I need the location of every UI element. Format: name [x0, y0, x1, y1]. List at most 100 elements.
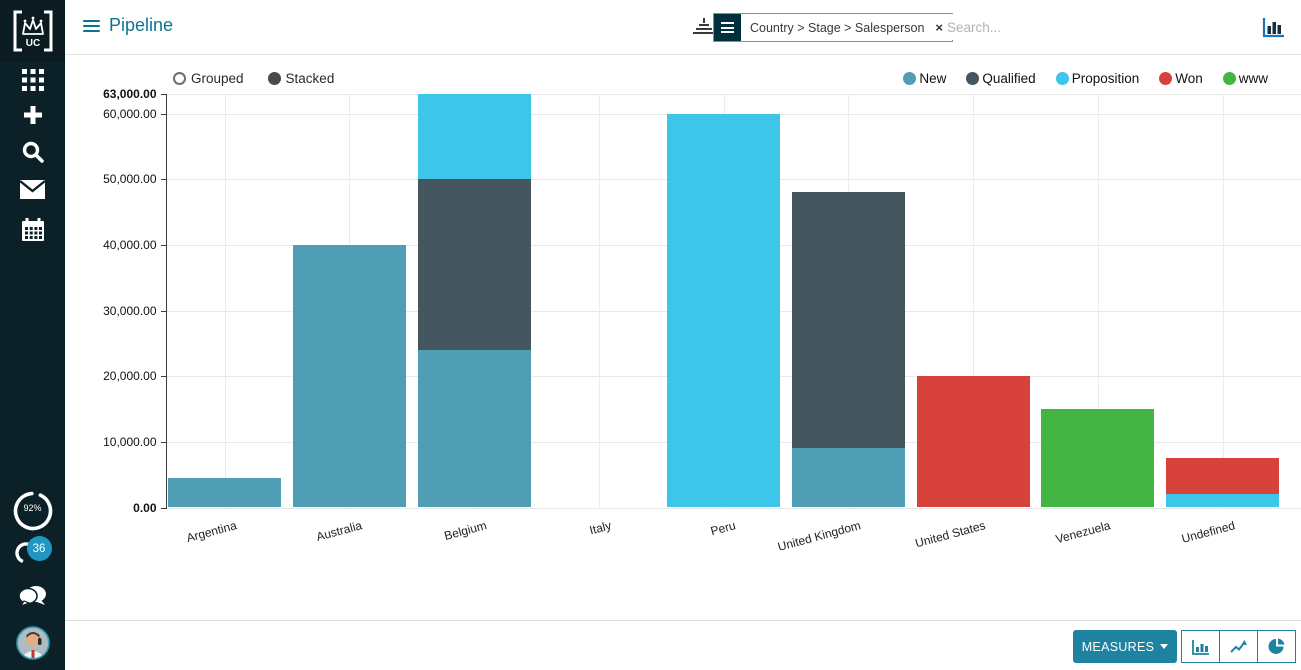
bar-segment[interactable] [1041, 409, 1155, 508]
page-title: Pipeline [109, 15, 174, 35]
legend-item[interactable]: www [1222, 71, 1268, 86]
menu-toggle-icon[interactable] [83, 20, 100, 33]
company-logo[interactable]: UC [0, 0, 65, 62]
legend-label: Won [1175, 71, 1203, 86]
app-sidebar: UC 92% [0, 0, 65, 670]
add-plus-icon[interactable] [0, 104, 65, 126]
group-by-icon[interactable] [693, 18, 715, 36]
bar-segment[interactable] [791, 448, 905, 508]
user-avatar[interactable] [0, 626, 65, 660]
x-axis-label: Italy [587, 517, 613, 537]
top-navbar: Pipeline Country > Stage > Salesperson × [65, 0, 1301, 55]
grid-line [166, 94, 1301, 95]
grid-line [1222, 94, 1224, 508]
measures-button[interactable]: MEASURES [1073, 630, 1177, 663]
chart-mode-controls: Grouped Stacked [173, 71, 334, 86]
x-axis-label: Argentina [185, 517, 239, 545]
facet-label: Country > Stage > Salesperson [750, 20, 925, 35]
legend-item[interactable]: Proposition [1055, 71, 1140, 86]
progress-value: 92% [23, 503, 42, 513]
grid-line [1097, 94, 1099, 508]
legend-label: New [919, 71, 947, 86]
y-axis-tick [160, 310, 167, 312]
y-axis-tick-label: 60,000.00 [103, 106, 157, 121]
x-axis-label: Australia [314, 517, 364, 544]
x-axis-label: Venezuela [1053, 517, 1112, 546]
grid-line [166, 507, 1301, 509]
search-icon[interactable] [0, 140, 65, 164]
notification-count-badge: 36 [26, 536, 52, 561]
caret-down-icon [1160, 644, 1169, 649]
y-axis-tick [160, 441, 167, 443]
y-axis-tick [160, 376, 167, 378]
grid-line [973, 94, 974, 508]
bar-segment[interactable] [1166, 494, 1279, 508]
legend-label: www [1238, 71, 1268, 86]
x-axis-label: Undefined [1179, 517, 1237, 546]
y-axis-tick-label: 50,000.00 [103, 172, 157, 187]
y-axis-tick-label: 30,000.00 [103, 303, 157, 318]
y-axis-tick-label: 0.00 [133, 500, 157, 515]
activity-badge[interactable]: 36 [0, 536, 65, 568]
progress-ring[interactable]: 92% [0, 490, 65, 532]
bar-chart-button[interactable] [1181, 630, 1220, 663]
y-axis-tick [160, 113, 167, 115]
y-axis-tick-label: 10,000.00 [103, 434, 157, 449]
x-axis-label: Belgium [442, 517, 488, 543]
search-facet[interactable]: Country > Stage > Salesperson × [713, 13, 954, 42]
plot-area: 0.00 10,000.00 20,000.00 30,000.00 40,000.00… [65, 56, 1301, 620]
calendar-icon[interactable] [0, 218, 65, 242]
bar-segment[interactable] [417, 179, 531, 350]
chart-legend: New Qualified Proposition Won www [903, 71, 1268, 86]
y-axis-tick-label: 20,000.00 [103, 369, 157, 384]
stacked-radio[interactable]: Stacked [267, 71, 334, 86]
legend-item[interactable]: New [903, 71, 946, 86]
bar-segment[interactable] [292, 244, 406, 508]
legend-item[interactable]: Won [1159, 71, 1203, 86]
chart-type-switcher [1181, 630, 1296, 663]
bottom-toolbar: MEASURES [65, 620, 1301, 670]
y-axis-tick [160, 244, 167, 246]
bar-segment[interactable] [168, 477, 281, 508]
legend-swatch [1222, 72, 1236, 85]
y-axis-tick-label: 63,000.00 [103, 87, 157, 101]
legend-swatch [1159, 72, 1173, 85]
facet-remove-button[interactable]: × [935, 20, 944, 35]
legend-swatch [1055, 72, 1069, 85]
grid-line [224, 94, 226, 508]
y-axis-line [165, 94, 168, 509]
x-axis-label: Peru [709, 517, 738, 538]
legend-label: Qualified [982, 71, 1036, 86]
y-axis-tick-label: 40,000.00 [103, 237, 157, 252]
grid-line [598, 94, 600, 508]
grouped-radio[interactable]: Grouped [173, 71, 244, 86]
chat-icon[interactable] [0, 584, 65, 608]
bar-segment[interactable] [417, 94, 531, 180]
legend-item[interactable]: Qualified [966, 71, 1036, 86]
graph-view-icon[interactable] [1261, 17, 1285, 44]
bar-segment[interactable] [667, 113, 780, 508]
crown-logo-icon: UC [13, 10, 52, 52]
bar-segment[interactable] [1166, 457, 1279, 495]
bar-segment[interactable] [791, 192, 905, 449]
bar-segment[interactable] [916, 376, 1030, 508]
y-axis-tick [160, 507, 167, 509]
y-axis-tick [160, 94, 167, 95]
stacked-radio-circle [267, 72, 281, 85]
line-chart-button[interactable] [1219, 630, 1258, 663]
legend-swatch [966, 72, 980, 85]
mail-icon[interactable] [0, 180, 65, 199]
y-axis-tick [160, 179, 167, 181]
legend-swatch [903, 72, 917, 85]
pipeline-bar-chart: Grouped Stacked New Qualified Proposition W… [65, 56, 1301, 620]
pie-chart-button[interactable] [1257, 630, 1296, 663]
bar-segment[interactable] [417, 349, 531, 508]
x-axis-label: United States [913, 517, 987, 550]
apps-grid-icon[interactable] [0, 69, 65, 91]
svg-text:UC: UC [25, 38, 39, 49]
x-axis-label: United Kingdom [775, 517, 863, 554]
grouped-radio-circle [173, 72, 186, 85]
facet-groupby-icon [714, 14, 741, 41]
search-input[interactable] [945, 14, 1235, 40]
legend-label: Proposition [1071, 71, 1140, 86]
